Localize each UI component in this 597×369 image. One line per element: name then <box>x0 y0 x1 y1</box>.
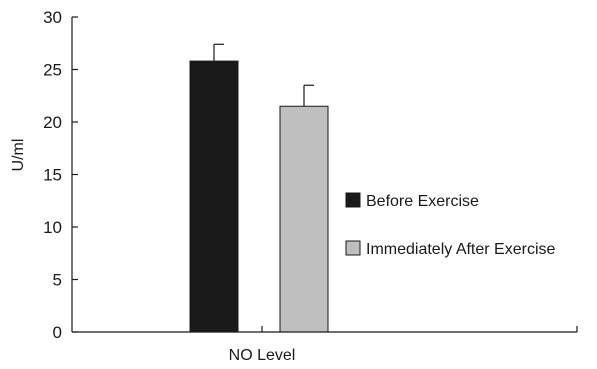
legend-swatch <box>345 240 361 256</box>
y-tick-label: 0 <box>53 323 62 342</box>
bars <box>189 60 329 333</box>
y-tick-label: 5 <box>53 271 62 290</box>
legend-label: Immediately After Exercise <box>366 241 556 258</box>
y-tick-label: 25 <box>43 61 62 80</box>
y-tick-label: 20 <box>43 113 62 132</box>
legend: Before Exercise Immediately After Exercis… <box>345 192 556 258</box>
x-axis-title: NO Level <box>229 347 296 364</box>
bar-before-exercise <box>189 60 239 333</box>
y-axis-ticks: 0 5 10 15 20 25 30 <box>43 8 78 342</box>
y-axis-title: U/ml <box>10 139 27 172</box>
error-bars <box>213 43 314 107</box>
bar-after-exercise <box>279 105 329 333</box>
legend-label: Before Exercise <box>366 193 479 210</box>
y-tick-label: 15 <box>43 166 62 185</box>
y-tick-label: 10 <box>43 218 62 237</box>
legend-swatch <box>345 192 361 208</box>
y-tick-label: 30 <box>43 8 62 27</box>
